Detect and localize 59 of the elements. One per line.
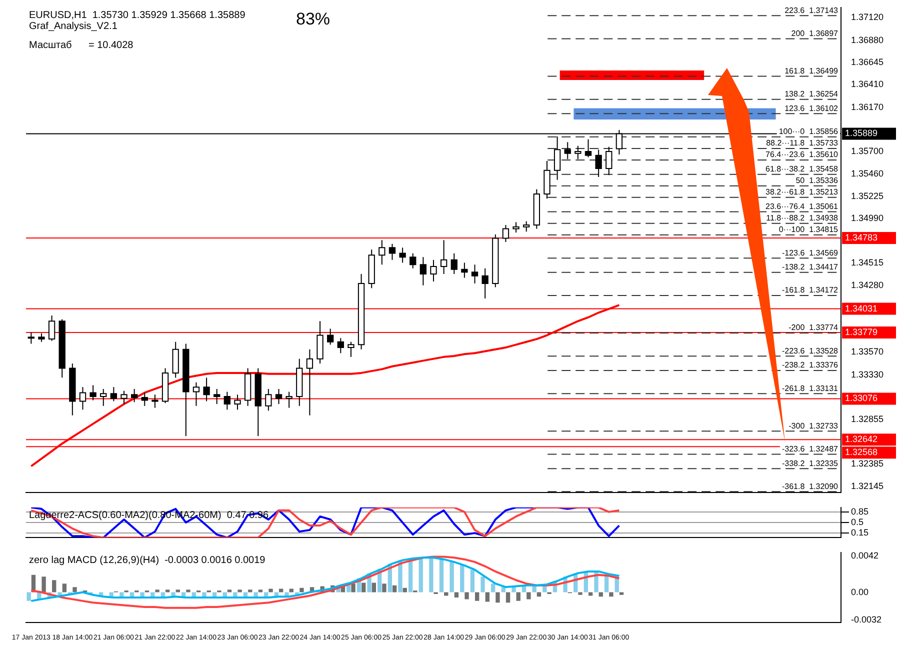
ref-line-label: 11.8···88.2 1.34938 bbox=[766, 214, 839, 223]
ref-line-label: 38.2···61.8 1.35213 bbox=[766, 188, 839, 197]
chart-title: EURUSD,H1 1.35730 1.35929 1.35668 1.35889 bbox=[29, 10, 246, 22]
ref-line-label: -323.6 1.32487 bbox=[782, 444, 839, 454]
ref-line-label: 61.8···38.2 1.35458 bbox=[766, 164, 839, 174]
ref-line-label: 0···100 1.34815 bbox=[778, 225, 839, 234]
y-tick-label: 1.32855 bbox=[851, 414, 884, 424]
y-tick-label: 1.36410 bbox=[851, 79, 884, 90]
ref-line-label: -338.2 1.32335 bbox=[782, 458, 839, 468]
ref-line-label: -223.6 1.33528 bbox=[782, 346, 839, 356]
y-tick-label: 1.37120 bbox=[851, 12, 884, 22]
ref-line-label: 100···0 1.35856 bbox=[778, 127, 839, 136]
y-tick-label: 0.0042 bbox=[851, 550, 879, 560]
y-tick-label: -0.0032 bbox=[851, 614, 882, 624]
text: Graf_Analysis_V2.1 bbox=[29, 21, 118, 32]
y-tick-label: 1.34990 bbox=[851, 212, 884, 223]
y-tick-label: 0.85 bbox=[851, 506, 869, 516]
ref-line-label: 123.6 1.36102 bbox=[784, 104, 839, 113]
y-tick-label: 1.35460 bbox=[851, 168, 884, 179]
ref-line-label: 1.34031 bbox=[845, 303, 878, 314]
ref-line-label: 50 1.35336 bbox=[796, 176, 839, 186]
annotation: 83% bbox=[296, 10, 330, 29]
ref-line-label: 1.32642 bbox=[845, 434, 878, 444]
ref-line-label: -123.6 1.34569 bbox=[782, 248, 839, 258]
y-tick-label: 0.00 bbox=[851, 586, 869, 597]
ref-line-label: 1.34783 bbox=[845, 232, 878, 242]
ref-line-label: 138.2 1.36254 bbox=[784, 90, 839, 99]
ref-line-label: -161.8 1.34172 bbox=[782, 286, 839, 295]
y-tick-label: 1.36645 bbox=[851, 57, 884, 67]
ref-line-label: -300 1.32733 bbox=[788, 421, 839, 430]
ref-line-label: -261.8 1.33131 bbox=[782, 384, 839, 393]
y-tick-label: 1.33330 bbox=[851, 369, 884, 380]
ref-line-label: 1.35889 bbox=[845, 128, 878, 138]
y-tick-label: 1.34280 bbox=[851, 280, 884, 290]
y-tick-label: 1.32145 bbox=[851, 480, 884, 491]
y-tick-label: 0.15 bbox=[851, 528, 869, 538]
y-tick-label: 1.33570 bbox=[851, 346, 884, 357]
y-tick-label: 1.36170 bbox=[851, 102, 884, 112]
chart-title: zero lag MACD (12,26,9)(H4) -0.0003 0.0016 0.0019 bbox=[29, 555, 266, 566]
ref-line-label: 223.6 1.37143 bbox=[784, 6, 839, 15]
ref-line-label: 200 1.36897 bbox=[791, 28, 839, 38]
ref-line-label: 23.6···76.4 1.35061 bbox=[766, 202, 839, 211]
y-tick-label: 0.5 bbox=[851, 516, 864, 527]
ref-line-label: 1.32568 bbox=[845, 447, 878, 458]
y-tick-label: 1.32385 bbox=[851, 458, 884, 468]
y-tick-label: 1.36880 bbox=[851, 34, 884, 45]
ref-line-label: -138.2 1.34417 bbox=[782, 262, 839, 272]
y-tick-label: 1.35700 bbox=[851, 146, 884, 156]
ref-line-label: -238.2 1.33376 bbox=[782, 360, 839, 370]
annotation: Масштаб = 10.4028 bbox=[29, 40, 134, 52]
ref-line-label: 1.33779 bbox=[845, 327, 878, 338]
ref-line-label: -361.8 1.32090 bbox=[782, 482, 839, 491]
ref-line-label: 76.4···23.6 1.35610 bbox=[766, 150, 839, 160]
y-tick-label: 1.35225 bbox=[851, 190, 884, 201]
y-tick-label: 1.34515 bbox=[851, 258, 884, 268]
ref-line-label: 88.2···11.8 1.35733 bbox=[766, 138, 839, 148]
ref-line-label: 1.33076 bbox=[845, 393, 878, 404]
ref-line-label: 161.8 1.36499 bbox=[784, 66, 839, 76]
ref-line-label: -200 1.33774 bbox=[788, 323, 839, 332]
